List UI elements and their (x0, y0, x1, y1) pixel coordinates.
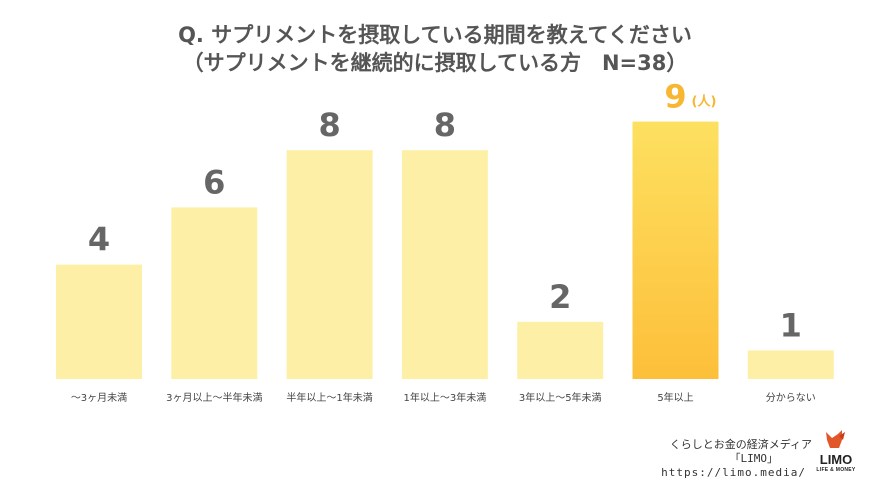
category-label-7: 分からない (766, 392, 816, 404)
logo-wordmark: LIMO (819, 452, 853, 467)
limo-bull-icon (826, 430, 845, 448)
unit-label: (人) (692, 94, 717, 110)
bar-6 (632, 121, 719, 379)
value-label-5: 2 (549, 278, 571, 316)
bar-1 (56, 264, 142, 379)
value-label-6: 9 (664, 78, 686, 116)
bar-7 (747, 350, 834, 379)
bar-3 (286, 150, 373, 379)
value-label-2: 6 (203, 163, 225, 201)
bar-2 (171, 207, 258, 379)
credit-url[interactable]: https://limo.media/ (661, 466, 806, 479)
value-label-1: 4 (88, 221, 110, 259)
category-label-3: 半年以上～1年未満 (286, 391, 372, 404)
credit-brand: 「LIMO」 (729, 452, 779, 465)
category-label-4: 1年以上～3年未満 (404, 391, 487, 404)
chart-title: Q. サプリメントを摂取している期間を教えてください (178, 23, 692, 47)
category-label-2: 3ヶ月以上～半年未満 (166, 391, 262, 404)
chart-subtitle: （サプリメントを継続的に摂取している方 N=38） (182, 51, 688, 75)
category-label-1: ～3ヶ月未満 (71, 392, 127, 404)
value-label-3: 8 (318, 106, 340, 144)
logo-tagline: LIFE & MONEY (816, 467, 856, 473)
value-label-4: 8 (434, 106, 456, 144)
credit-tagline: くらしとお金の経済メディア (669, 438, 812, 451)
category-label-5: 3年以上～5年未満 (519, 391, 602, 404)
bar-5 (517, 321, 604, 379)
value-label-7: 1 (780, 306, 802, 344)
bar-4 (401, 150, 488, 379)
category-label-6: 5年以上 (657, 391, 693, 404)
